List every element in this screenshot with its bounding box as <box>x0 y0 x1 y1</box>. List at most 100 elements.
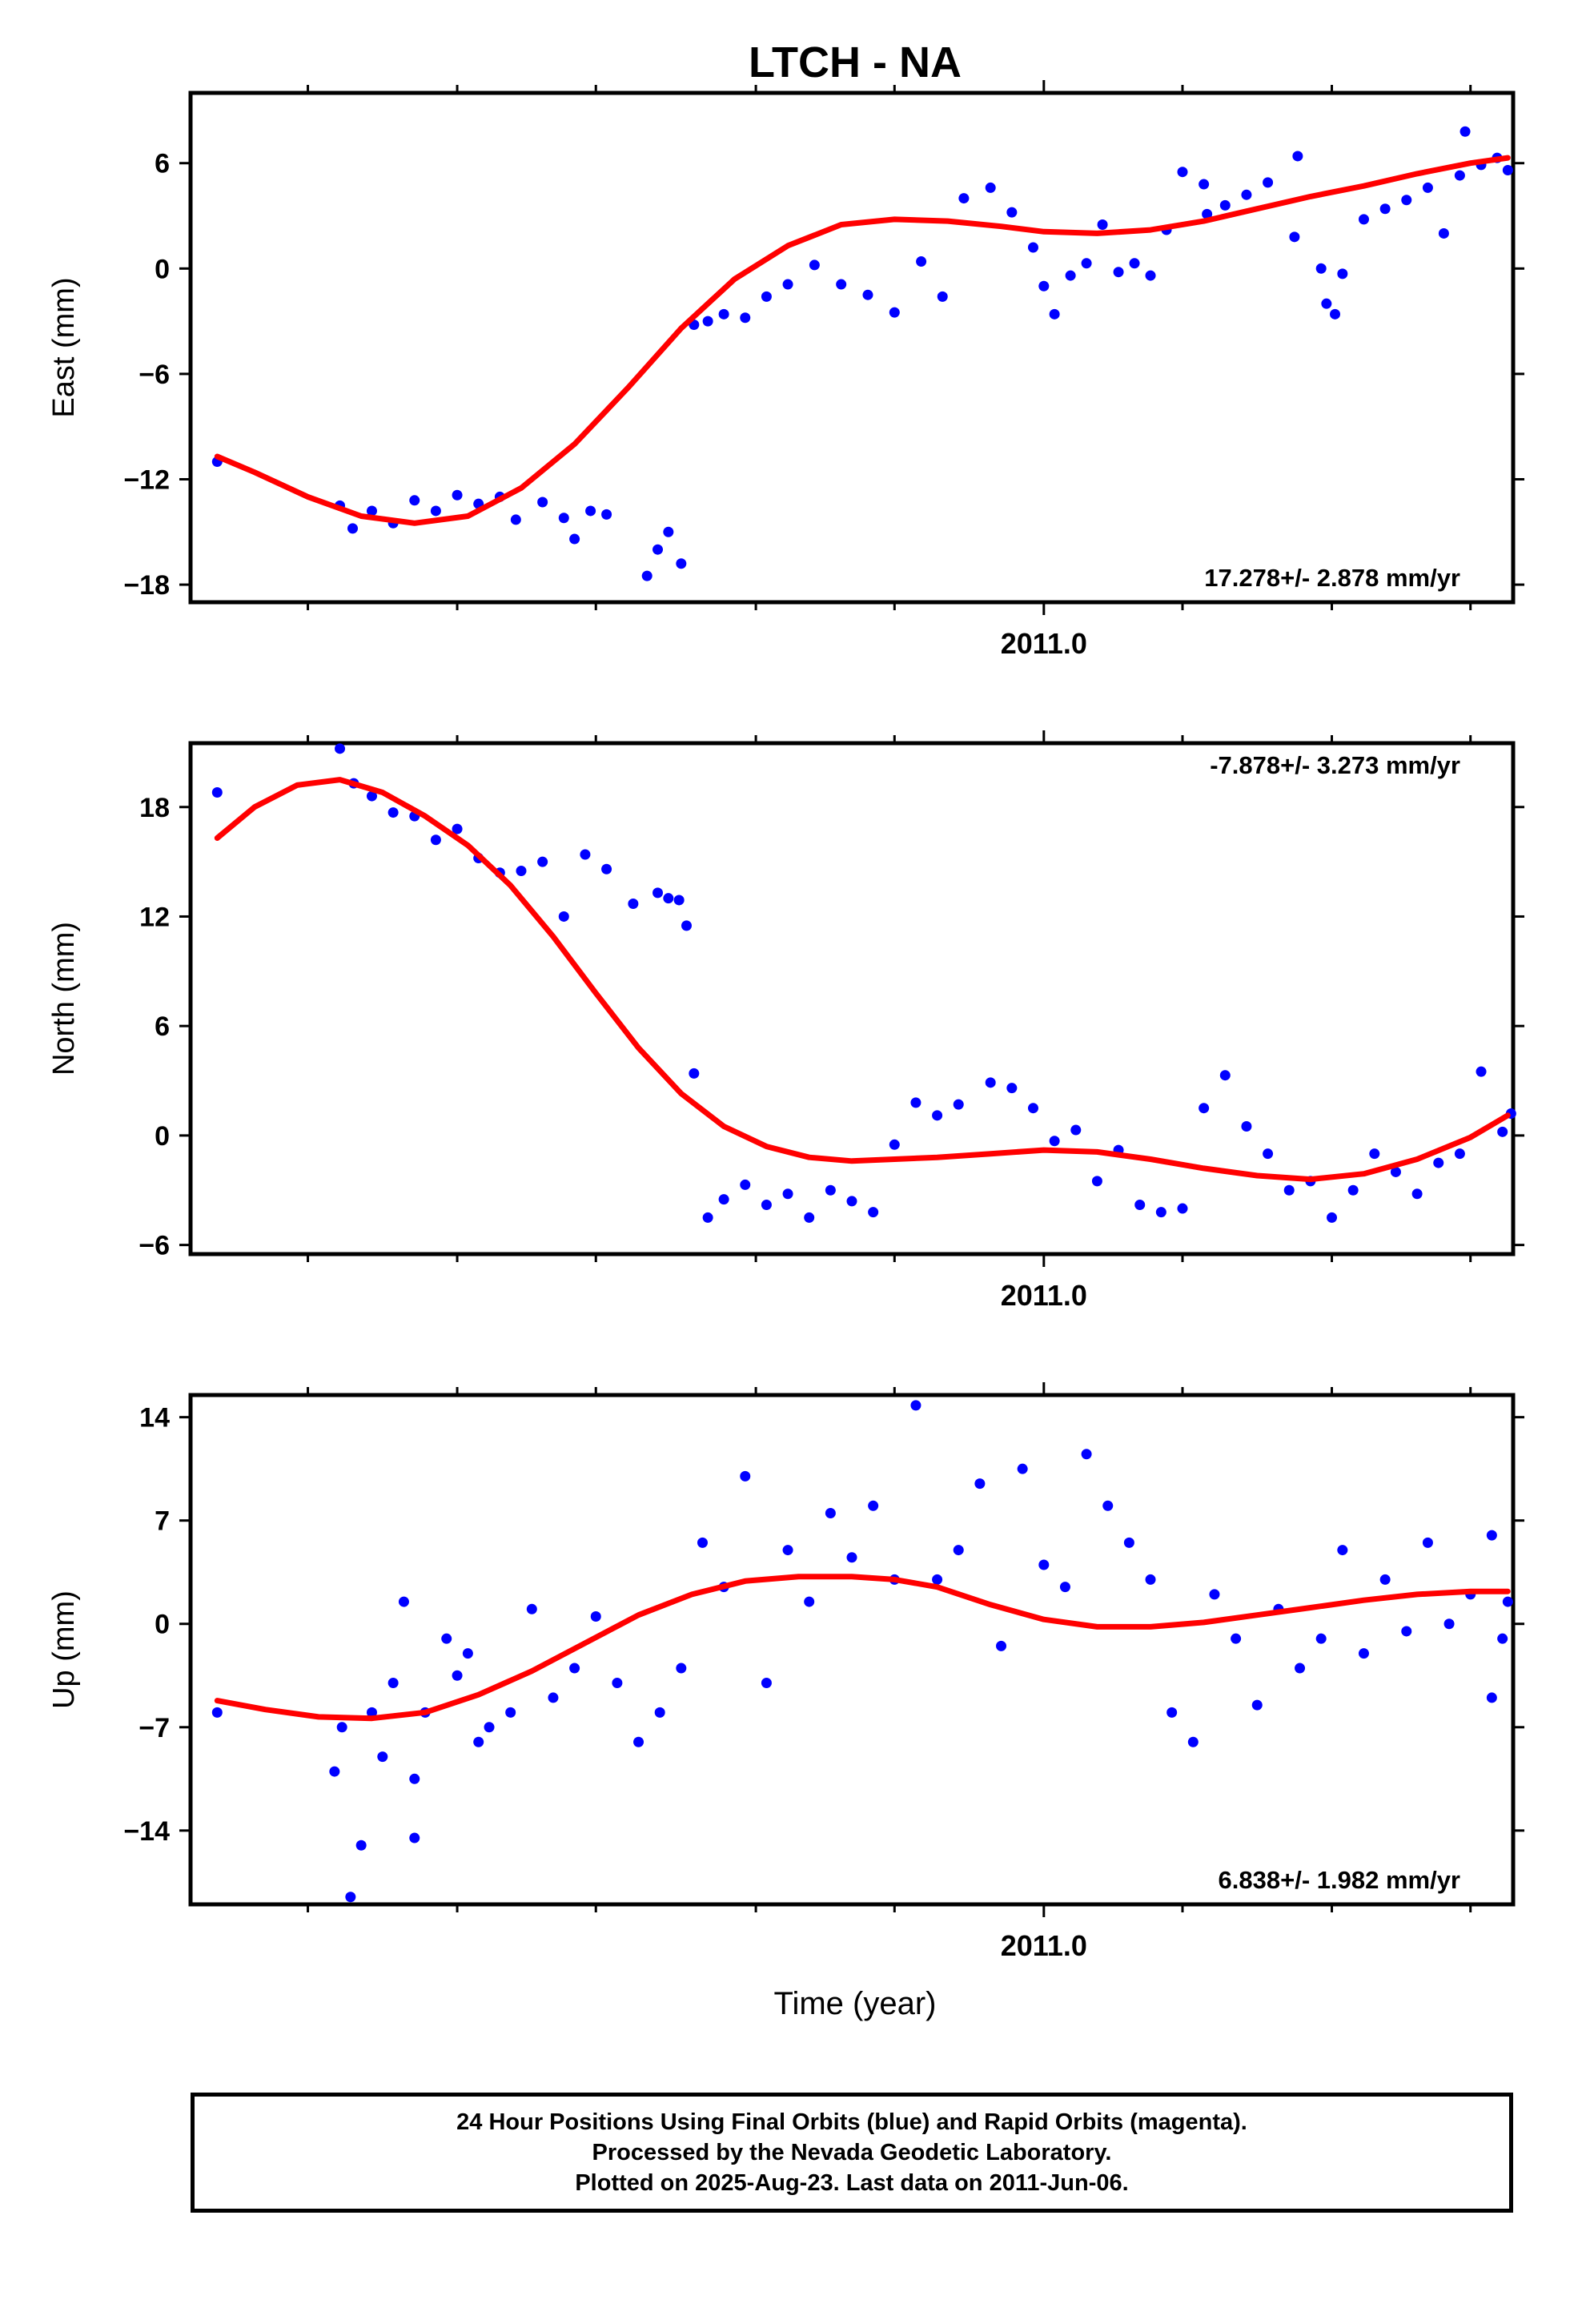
up-data-point <box>345 1892 356 1903</box>
north-data-point <box>1027 1103 1038 1114</box>
east-data-point <box>347 523 359 534</box>
north-data-point <box>1199 1103 1210 1114</box>
east-frame <box>188 90 1516 605</box>
north-data-point <box>1049 1136 1060 1147</box>
up-data-point <box>1209 1589 1220 1600</box>
up-data-point <box>366 1707 377 1718</box>
east-data-point <box>652 544 664 555</box>
up-y-axis-label: Up (mm) <box>47 1590 81 1709</box>
east-data-point <box>601 509 612 520</box>
up-data-point <box>1486 1692 1497 1703</box>
up-model-curve <box>214 1574 1511 1722</box>
east-data-point <box>1337 268 1348 279</box>
north-y-axis-label: North (mm) <box>47 922 81 1076</box>
up-ytick-label: −7 <box>139 1713 170 1743</box>
east-xtick-label: 2011.0 <box>1001 627 1087 660</box>
east-panel: −18 −12 −6 0 6 2011.0 East (mm) 17.278+/- 2.878… <box>47 80 1524 660</box>
north-data-point <box>1070 1124 1082 1136</box>
up-data-point <box>336 1722 347 1733</box>
east-ytick-label: −18 <box>123 570 170 601</box>
north-xtick-label: 2011.0 <box>1001 1279 1087 1312</box>
east-data-point <box>916 256 927 267</box>
north-data-point <box>846 1196 857 1207</box>
north-data-point <box>1411 1188 1423 1200</box>
east-data-point <box>366 505 377 517</box>
north-data-point <box>1241 1121 1252 1132</box>
east-data-point <box>1401 195 1412 206</box>
east-data-point <box>569 533 580 545</box>
north-data-point <box>1476 1066 1487 1077</box>
east-model-curve <box>214 155 1511 526</box>
north-data-point <box>601 863 612 875</box>
up-data-point <box>452 1670 463 1681</box>
north-data-point <box>430 834 441 846</box>
east-ytick-label: 6 <box>155 149 170 179</box>
north-data-point <box>580 849 591 860</box>
up-data-point <box>740 1470 751 1482</box>
north-data-point <box>387 807 399 818</box>
up-data-point <box>1059 1582 1070 1593</box>
north-data-point <box>825 1184 836 1196</box>
north-data-point <box>652 887 664 899</box>
up-data-point <box>211 1707 223 1718</box>
east-data-point <box>430 505 441 517</box>
east-data-point <box>862 289 873 300</box>
up-data-point <box>1187 1736 1199 1747</box>
east-data-point <box>1438 227 1449 239</box>
up-ytick-label: 7 <box>155 1506 170 1537</box>
up-data-point <box>1358 1648 1369 1659</box>
up-data-point <box>782 1545 793 1556</box>
east-data-point <box>1219 199 1231 211</box>
east-data-point <box>1038 280 1050 292</box>
north-data-point <box>1390 1166 1401 1177</box>
east-data-point <box>836 279 847 290</box>
north-ytick-label: 6 <box>155 1011 170 1042</box>
up-data-point <box>398 1596 409 1607</box>
east-data-point <box>1049 308 1060 320</box>
east-data-point <box>1460 126 1471 137</box>
east-data-point <box>1129 258 1140 269</box>
north-data-point <box>985 1077 996 1088</box>
up-data-point <box>761 1677 772 1688</box>
east-data-point <box>1502 164 1513 175</box>
up-rate-label: 6.838+/- 1.982 mm/yr <box>1219 1866 1460 1894</box>
east-data-point <box>1315 263 1327 274</box>
north-data-point <box>1497 1126 1508 1137</box>
north-data-point <box>628 899 639 910</box>
east-data-point <box>663 526 674 537</box>
north-data-point <box>889 1139 900 1150</box>
east-data-point <box>1081 258 1092 269</box>
east-data-point <box>1289 231 1300 243</box>
up-data-point <box>1497 1633 1508 1644</box>
up-data-point <box>1315 1633 1327 1644</box>
north-data-point <box>366 790 377 802</box>
east-y-axis-label: East (mm) <box>47 277 81 417</box>
east-ytick-label: −6 <box>139 360 170 390</box>
east-data-point <box>1241 189 1252 200</box>
east-data-point <box>1321 298 1332 309</box>
figure-title: LTCH - NA <box>749 38 962 86</box>
up-data-point <box>548 1692 559 1703</box>
east-data-point <box>641 570 652 581</box>
east-ytick-label: −12 <box>123 464 170 495</box>
caption-line-2: Processed by the Nevada Geodetic Laborat… <box>592 2140 1112 2165</box>
up-data-point <box>1081 1449 1092 1460</box>
east-data-point <box>1177 167 1188 178</box>
east-data-point <box>510 514 521 525</box>
east-data-point <box>1358 214 1369 225</box>
north-data-point <box>761 1199 772 1210</box>
east-data-point <box>452 489 463 501</box>
up-ytick-label: 14 <box>139 1403 170 1433</box>
up-data-point <box>1017 1463 1028 1474</box>
panels-group: −18 −12 −6 0 6 2011.0 East (mm) 17.278+/- 2.878… <box>47 80 1524 1962</box>
caption-line-3: Plotted on 2025-Aug-23. Last data on 201… <box>575 2170 1129 2196</box>
east-data-point <box>1292 151 1303 162</box>
up-data-point <box>910 1400 921 1411</box>
east-data-point <box>537 497 548 508</box>
up-data-point <box>1251 1699 1263 1711</box>
north-data-point <box>1155 1207 1166 1218</box>
north-panel: −6 0 6 12 18 2011.0 North (mm) -7.878+/- 3.273 … <box>47 730 1524 1312</box>
east-data-point <box>1330 308 1341 320</box>
north-data-point <box>953 1099 964 1110</box>
